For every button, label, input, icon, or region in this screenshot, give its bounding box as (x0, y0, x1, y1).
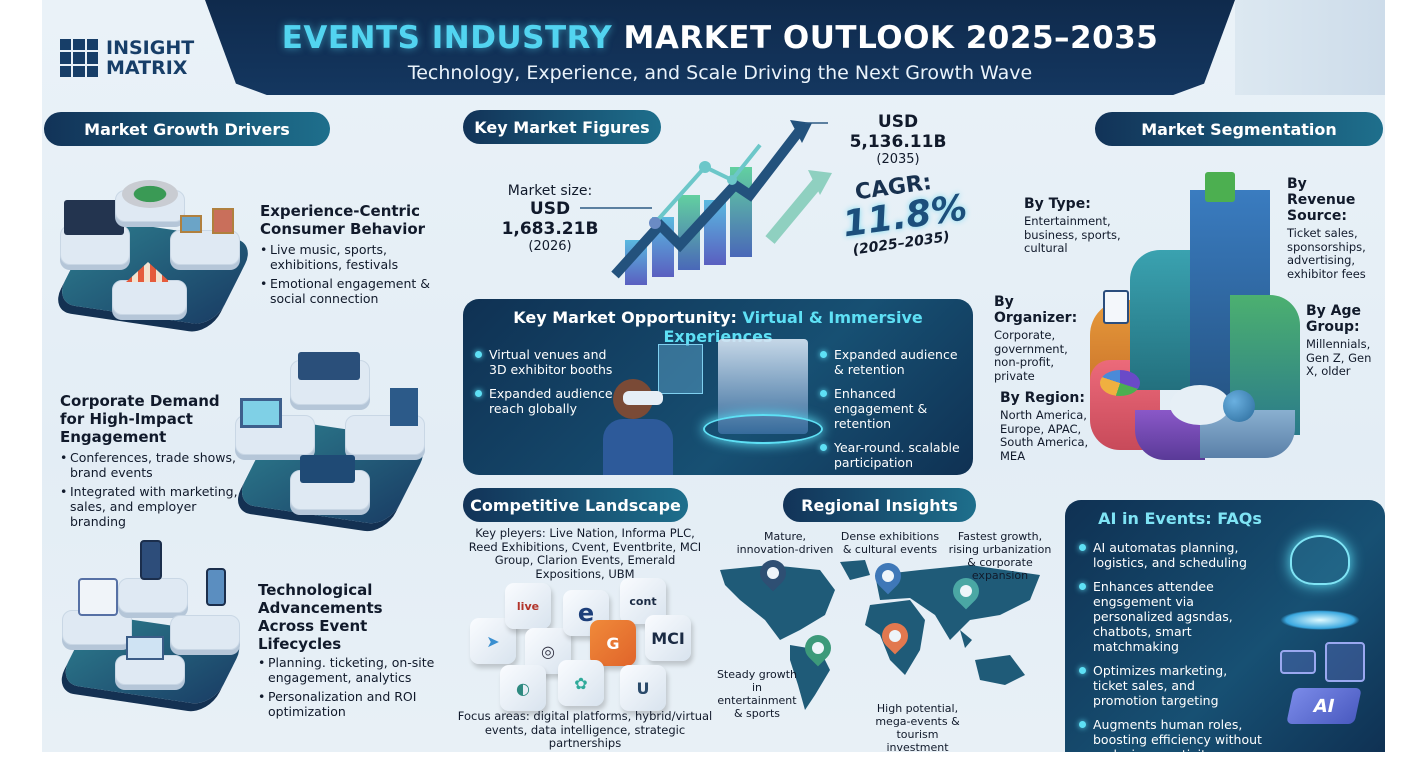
brand-logo: INSIGHT MATRIX (60, 38, 194, 78)
future-market-value: USD 5,136.11B (849, 112, 947, 152)
brand-line1: INSIGHT (106, 37, 195, 59)
region-note: Fastest growth, rising urbanization & co… (948, 530, 1052, 582)
region-note: Dense exhibitions & cultural events (840, 530, 940, 556)
decorative-panels (1235, 0, 1385, 95)
driver-1-heading: Experience-Centric Consumer Behavior (260, 202, 426, 238)
opportunity-title-main: Key Market Opportunity: (513, 308, 737, 327)
company-logo-tile: live (505, 583, 551, 629)
opportunity-left-item: Expanded audience reach globally (473, 386, 623, 416)
segment-heading: By Region: (1000, 390, 1085, 406)
company-logo-tile: U (620, 665, 666, 711)
driver-3-bullet: Planning. ticketing, on-site engagement,… (258, 655, 438, 685)
figures-title: Key Market Figures (463, 110, 661, 144)
segment-text: Ticket sales, sponsorships, advertising,… (1287, 226, 1366, 281)
market-size-year: (2026) (528, 239, 572, 254)
ai-chip-icon: AI (1286, 688, 1362, 724)
future-market-year: (2035) (876, 152, 920, 167)
segment-text: Entertainment, business, sports, cultura… (1024, 214, 1121, 255)
pie-icon (1100, 370, 1140, 396)
driver-2-bullet: Integrated with marketing, sales, and em… (60, 484, 240, 529)
segment-text: Millennials, Gen Z, Gen X, older (1306, 337, 1372, 378)
company-logo-tile: ◐ (500, 665, 546, 711)
competitive-title: Competitive Landscape (463, 488, 688, 522)
opportunity-left-item: Virtual venues and 3D exhibitor booths (473, 347, 623, 377)
ai-faq-item: Augments human roles, boosting efficienc… (1077, 717, 1262, 762)
segment-heading: By Revenue Source: (1287, 176, 1356, 224)
ai-faq-item: Optimizes marketing, ticket sales, and p… (1077, 663, 1262, 708)
title-rest: MARKET OUTLOOK 2025–2035 (623, 20, 1159, 56)
drivers-title: Market Growth Drivers (44, 112, 330, 146)
driver-1-bullet: Live music, sports, exhibitions, festiva… (260, 242, 440, 272)
driver-1-bullet: Emotional engagement & social connection (260, 276, 440, 306)
company-logo-tile: G (590, 620, 636, 666)
opportunity-right-item: Year-round. scalable participation (818, 440, 968, 470)
phone-icon (140, 540, 162, 580)
growth-chart-illustration (580, 120, 832, 285)
company-logo-tile: cont (620, 578, 666, 624)
company-logo-tile: ✿ (558, 660, 604, 706)
chat-bubble-icon (1280, 650, 1316, 674)
page-subtitle: Technology, Experience, and Scale Drivin… (407, 62, 1033, 84)
segment-text: Corporate, government, non-profit, priva… (994, 328, 1068, 383)
ai-faq-panel: AI in Events: FAQs AI automatas planning… (1065, 500, 1385, 762)
header-banner: EVENTS INDUSTRY MARKET OUTLOOK 2025–2035… (205, 0, 1235, 95)
region-note: Mature, innovation-driven (736, 530, 834, 556)
ai-faq-item: Enhances attendee engsgement via persona… (1077, 579, 1262, 654)
logo-grid-icon (60, 39, 98, 77)
opportunity-right-item: Enhanced engagement & retention (818, 386, 968, 431)
regional-title: Regional Insights (783, 488, 976, 522)
segmentation-title: Market Segmentation (1095, 112, 1383, 146)
title-highlight: EVENTS INDUSTRY (281, 20, 613, 56)
brand-line2: MATRIX (106, 57, 188, 79)
driver-3-bullet: Personalization and ROI optimization (258, 689, 438, 719)
key-players-text: Key pleyers: Live Nation, Informa PLC, R… (468, 526, 702, 581)
ai-faq-title: AI in Events: FAQs (1098, 509, 1262, 528)
segment-heading: By Age Group: (1306, 303, 1362, 335)
opportunity-right-item: Expanded audience & retention (818, 347, 968, 377)
market-size-value: USD 1,683.21B (501, 199, 599, 239)
market-size-label: Market size: (507, 183, 593, 199)
focus-areas-text: Focus areas: digital platforms, hybrid/v… (457, 709, 713, 750)
driver-3-heading: Technological Advancements Across Event … (258, 581, 383, 653)
ai-faq-item: AI automatas planning, logistics, and sc… (1077, 540, 1262, 570)
brain-icon (1290, 535, 1350, 585)
segment-heading: By Type: (1024, 196, 1091, 212)
clipboard-icon (1103, 290, 1129, 324)
driver-2-bullet: Conferences, trade shows, brand events (60, 450, 240, 480)
segment-heading: By Organizer: (994, 294, 1078, 326)
driver-2-heading: Corporate Demand for High-Impact Engagem… (60, 392, 220, 446)
region-note: Steady growth in entertainment & sports (716, 668, 798, 720)
calendar-icon (78, 578, 118, 616)
region-note: High potential, mega-events & tourism in… (875, 702, 960, 754)
company-logo-tile: MCI (645, 615, 691, 661)
opportunity-panel: Key Market Opportunity: Virtual & Immers… (463, 299, 973, 475)
page-title: EVENTS INDUSTRY MARKET OUTLOOK 2025–2035 (205, 20, 1235, 56)
segment-text: North America, Europe, APAC, South Ameri… (1000, 408, 1089, 463)
globe-icon (1223, 390, 1255, 422)
